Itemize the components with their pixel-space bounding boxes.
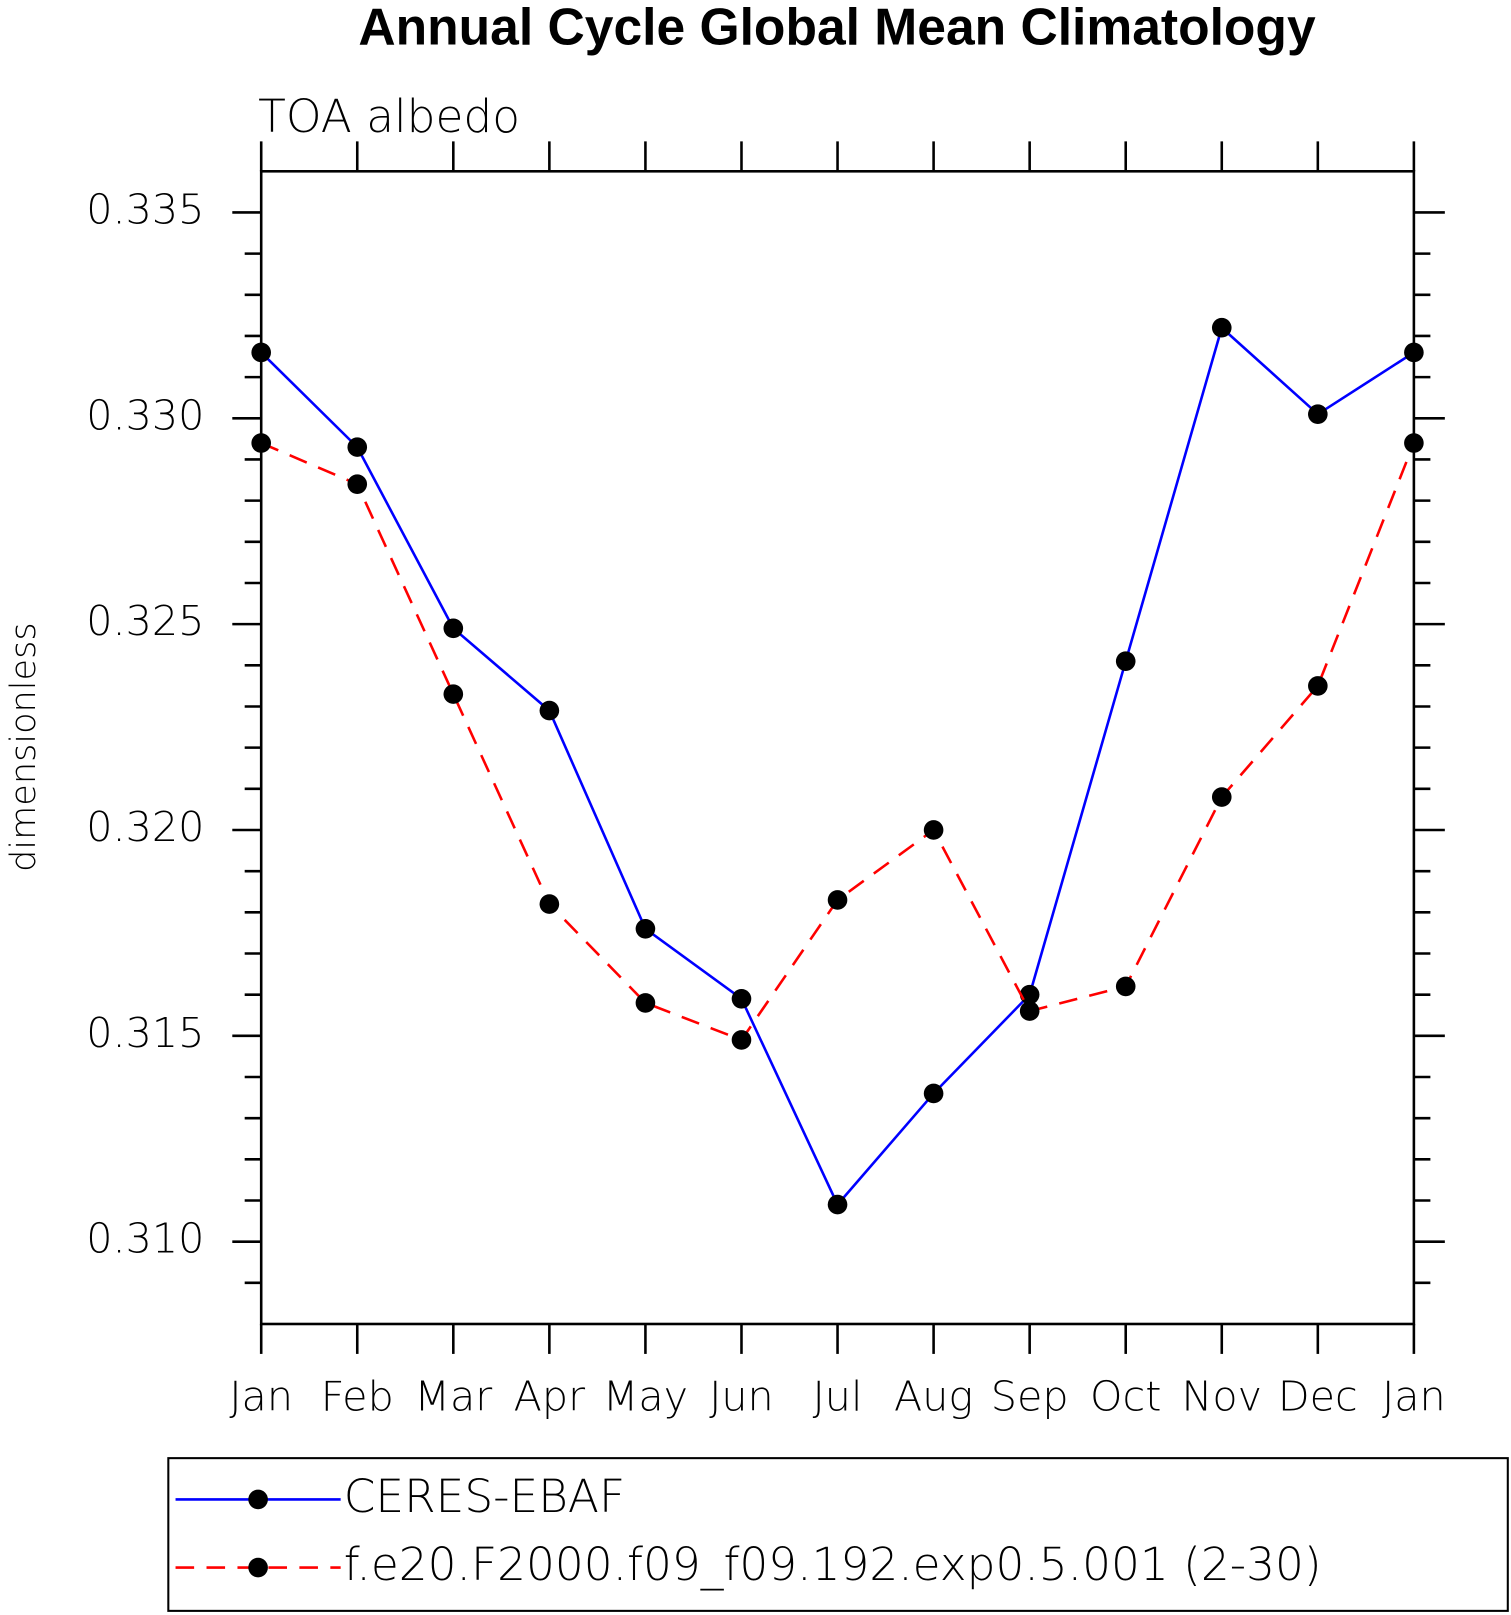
x-tick-label: Dec [1278,1372,1358,1420]
x-tick-label: Feb [321,1372,394,1420]
marker [1211,317,1232,338]
series-line [260,441,1416,1042]
marker [827,890,848,910]
marker [1404,433,1424,453]
marker [1019,1001,1040,1021]
marker [539,700,560,721]
marker [635,918,656,939]
marker [347,437,368,457]
y-tick-label: 0.330 [86,391,204,439]
x-tick-label: Oct [1090,1372,1161,1420]
y-tick-label: 0.315 [86,1009,204,1057]
marker [923,820,944,840]
legend-marker [248,1489,268,1510]
x-tick-label: Sep [991,1372,1069,1420]
marker [923,1083,944,1104]
subtitle: TOA albedo [258,90,520,143]
x-tick-label: Jan [1382,1372,1446,1420]
chart-title: Annual Cycle Global Mean Climatology [358,0,1316,56]
y-tick-label: 0.325 [86,597,204,645]
x-tick-label: Mar [414,1372,492,1420]
marker [539,894,560,914]
x-tick-label: May [603,1372,688,1420]
marker [251,433,271,453]
x-tick-label: Jan [229,1372,293,1420]
marker [1211,787,1232,807]
marker [1404,342,1424,363]
marker [827,1194,848,1215]
marker [443,618,464,639]
x-tick-label: Apr [514,1372,585,1420]
marker [1308,404,1328,424]
legend-label: CERES-EBAF [344,1470,625,1523]
x-tick-label: Jul [813,1372,863,1420]
legend-box [167,1457,1509,1612]
legend-marker [248,1557,268,1578]
series-line [260,325,1415,1207]
y-tick-label: 0.320 [86,803,204,851]
marker [731,1030,752,1050]
marker [635,993,656,1013]
y-tick-label: 0.310 [86,1215,204,1263]
x-tick-label: Nov [1181,1372,1262,1420]
marker [443,684,464,704]
marker [347,474,368,494]
x-tick-label: Jun [709,1372,773,1420]
marker [731,988,752,1009]
y-tick-label: 0.335 [86,185,204,233]
marker [1308,676,1328,696]
y-axis-label: dimensionless [3,622,44,872]
marker [1115,976,1136,997]
x-tick-label: Aug [894,1372,973,1420]
marker [251,342,271,363]
marker [1115,651,1136,671]
marker [1019,984,1040,1005]
legend-label: f.e20.F2000.f09_f09.192.exp0.5.001 (2-30… [344,1538,1322,1591]
